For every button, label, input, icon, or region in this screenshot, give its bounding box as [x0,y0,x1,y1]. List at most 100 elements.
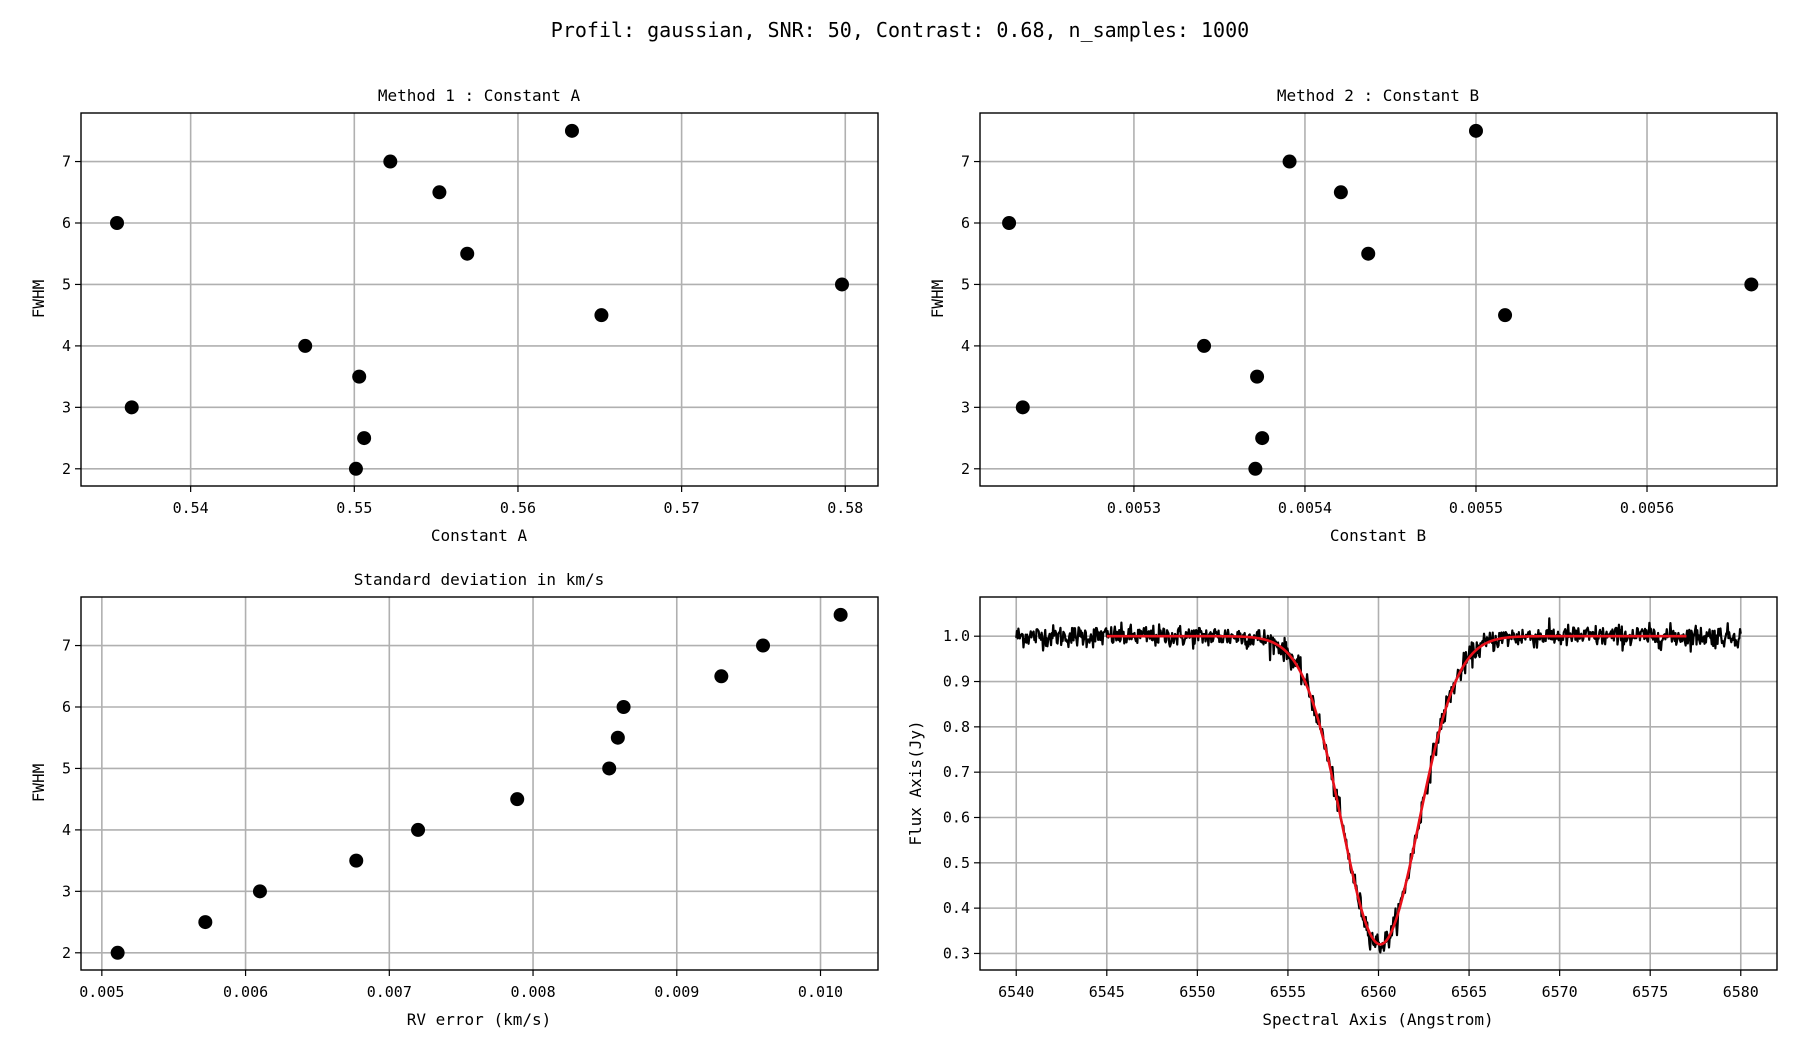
data-point [352,369,367,384]
data-point [510,792,525,807]
data-point [460,246,475,261]
x-tick-label: 6550 [1179,983,1215,1001]
y-tick-label: 0.5 [943,854,970,872]
y-axis-label: FWHM [928,280,947,319]
data-point [594,308,609,323]
x-tick-label: 0.56 [500,499,536,517]
data-point [1361,246,1376,261]
y-tick-label: 6 [961,214,970,232]
y-tick-label: 4 [961,337,970,355]
y-tick-label: 5 [62,275,71,293]
data-point [714,669,729,684]
x-axis-label: RV error (km/s) [407,1010,552,1029]
y-tick-label: 6 [62,698,71,716]
y-tick-label: 3 [62,882,71,900]
data-point [383,154,398,169]
data-point [1468,123,1483,138]
y-tick-label: 6 [62,214,71,232]
x-tick-label: 0.007 [367,983,412,1001]
x-tick-label: 6570 [1542,983,1578,1001]
panel-method-1: Method 1 : Constant A Constant A FWHM [29,86,581,545]
y-tick-label: 0.7 [943,763,970,781]
observed-spectrum-line [1015,617,1742,954]
panel-title: Method 2 : Constant B [1277,86,1479,105]
data-point [124,400,139,415]
x-tick-label: 6580 [1723,983,1759,1001]
data-point [298,338,313,353]
y-tick-label: 1.0 [943,627,970,645]
y-tick-label: 5 [961,275,970,293]
data-point [834,277,849,292]
x-tick-label: 0.006 [223,983,268,1001]
x-axis-label: Constant A [431,526,528,545]
x-tick-label: 6545 [1089,983,1125,1001]
axes-4: 6540 6545 6550 6555 6560 6565 6570 6575 6580 0.3 0… [943,596,1778,1001]
data-point [1255,431,1270,446]
plot-area [110,607,848,960]
y-tick-label: 3 [62,398,71,416]
plot-area [1015,617,1742,954]
x-tick-label: 0.010 [798,983,843,1001]
panel-title: Method 1 : Constant A [378,86,581,105]
x-tick-label: 0.0053 [1107,499,1161,517]
y-tick-label: 5 [62,759,71,777]
data-point [616,699,631,714]
x-tick-label: 0.54 [173,499,209,517]
y-tick-label: 2 [961,460,970,478]
plot-area [1002,123,1759,476]
panel-standard-deviation: Standard deviation in km/s RV error (km/… [29,570,604,1029]
x-tick-label: 0.005 [79,983,124,1001]
figure-suptitle: Profil: gaussian, SNR: 50, Contrast: 0.6… [551,18,1249,42]
x-tick-label: 6560 [1360,983,1396,1001]
data-point [110,945,125,960]
y-tick-label: 4 [62,821,71,839]
x-tick-label: 6555 [1270,983,1306,1001]
x-tick-label: 0.58 [827,499,863,517]
y-tick-label: 3 [961,398,970,416]
data-point [411,822,426,837]
y-tick-label: 2 [62,460,71,478]
x-tick-label: 0.0056 [1620,499,1674,517]
axes-frame [80,112,879,487]
x-tick-label: 0.0054 [1278,499,1332,517]
data-point [349,853,364,868]
data-point [756,638,771,653]
data-point [348,461,363,476]
y-tick-label: 0.6 [943,808,970,826]
y-tick-label: 0.3 [943,944,970,962]
data-point [564,123,579,138]
panel-title: Standard deviation in km/s [354,570,604,589]
y-axis-label: Flux Axis(Jy) [906,720,925,845]
x-tick-label: 6540 [998,983,1034,1001]
data-point [357,431,372,446]
y-tick-label: 0.4 [943,899,970,917]
axes-2: 0.0053 0.0054 0.0055 0.0056 2 3 4 5 6 7 [961,112,1778,517]
x-tick-label: 6575 [1632,983,1668,1001]
x-tick-label: 0.55 [336,499,372,517]
data-point [610,730,625,745]
y-axis-label: FWHM [29,280,48,319]
y-tick-label: 0.8 [943,718,970,736]
data-point [602,761,617,776]
axes-frame [979,112,1778,487]
data-point [198,915,213,930]
data-point [833,607,848,622]
x-tick-label: 0.0055 [1449,499,1503,517]
data-point [1744,277,1759,292]
axes-3: 0.005 0.006 0.007 0.008 0.009 0.010 2 3 4 5 6 7 [62,596,879,1001]
axes-1: 0.54 0.55 0.56 0.57 0.58 2 3 4 5 6 7 [62,112,879,517]
data-point [1015,400,1030,415]
axes-frame [80,596,879,971]
data-point [110,215,125,230]
y-tick-label: 7 [961,153,970,171]
y-tick-label: 0.9 [943,673,970,691]
data-point [1250,369,1265,384]
x-axis-label: Constant B [1330,526,1426,545]
y-tick-label: 7 [62,637,71,655]
plot-area [110,123,849,476]
x-tick-label: 6565 [1451,983,1487,1001]
y-tick-label: 7 [62,153,71,171]
x-tick-label: 0.57 [664,499,700,517]
